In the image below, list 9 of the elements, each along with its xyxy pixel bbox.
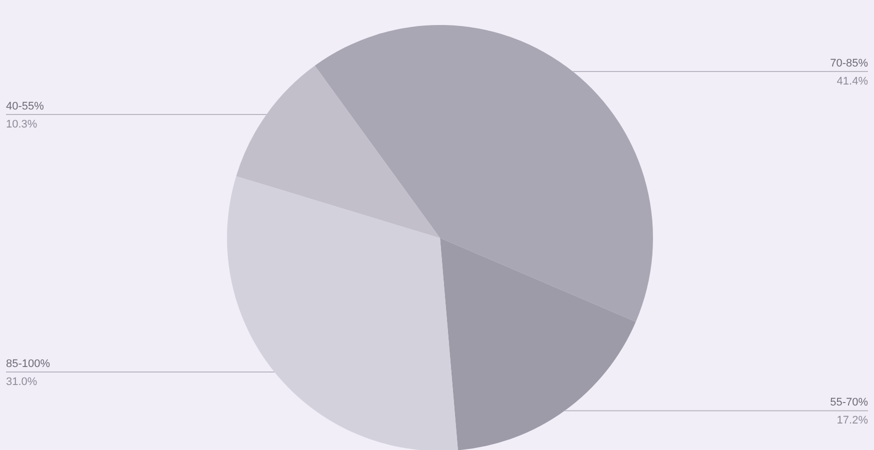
slice-label: 70-85% xyxy=(830,58,868,70)
data-label: 41.4% xyxy=(836,76,868,88)
slice-label: 40-55% xyxy=(6,100,44,112)
data-label: 10.3% xyxy=(6,118,38,130)
data-label: 17.2% xyxy=(836,414,868,427)
data-label: 31.0% xyxy=(6,376,38,388)
slice-label: 85-100% xyxy=(6,358,50,370)
slice-label: 55-70% xyxy=(830,396,868,409)
pie-slice xyxy=(227,176,458,450)
